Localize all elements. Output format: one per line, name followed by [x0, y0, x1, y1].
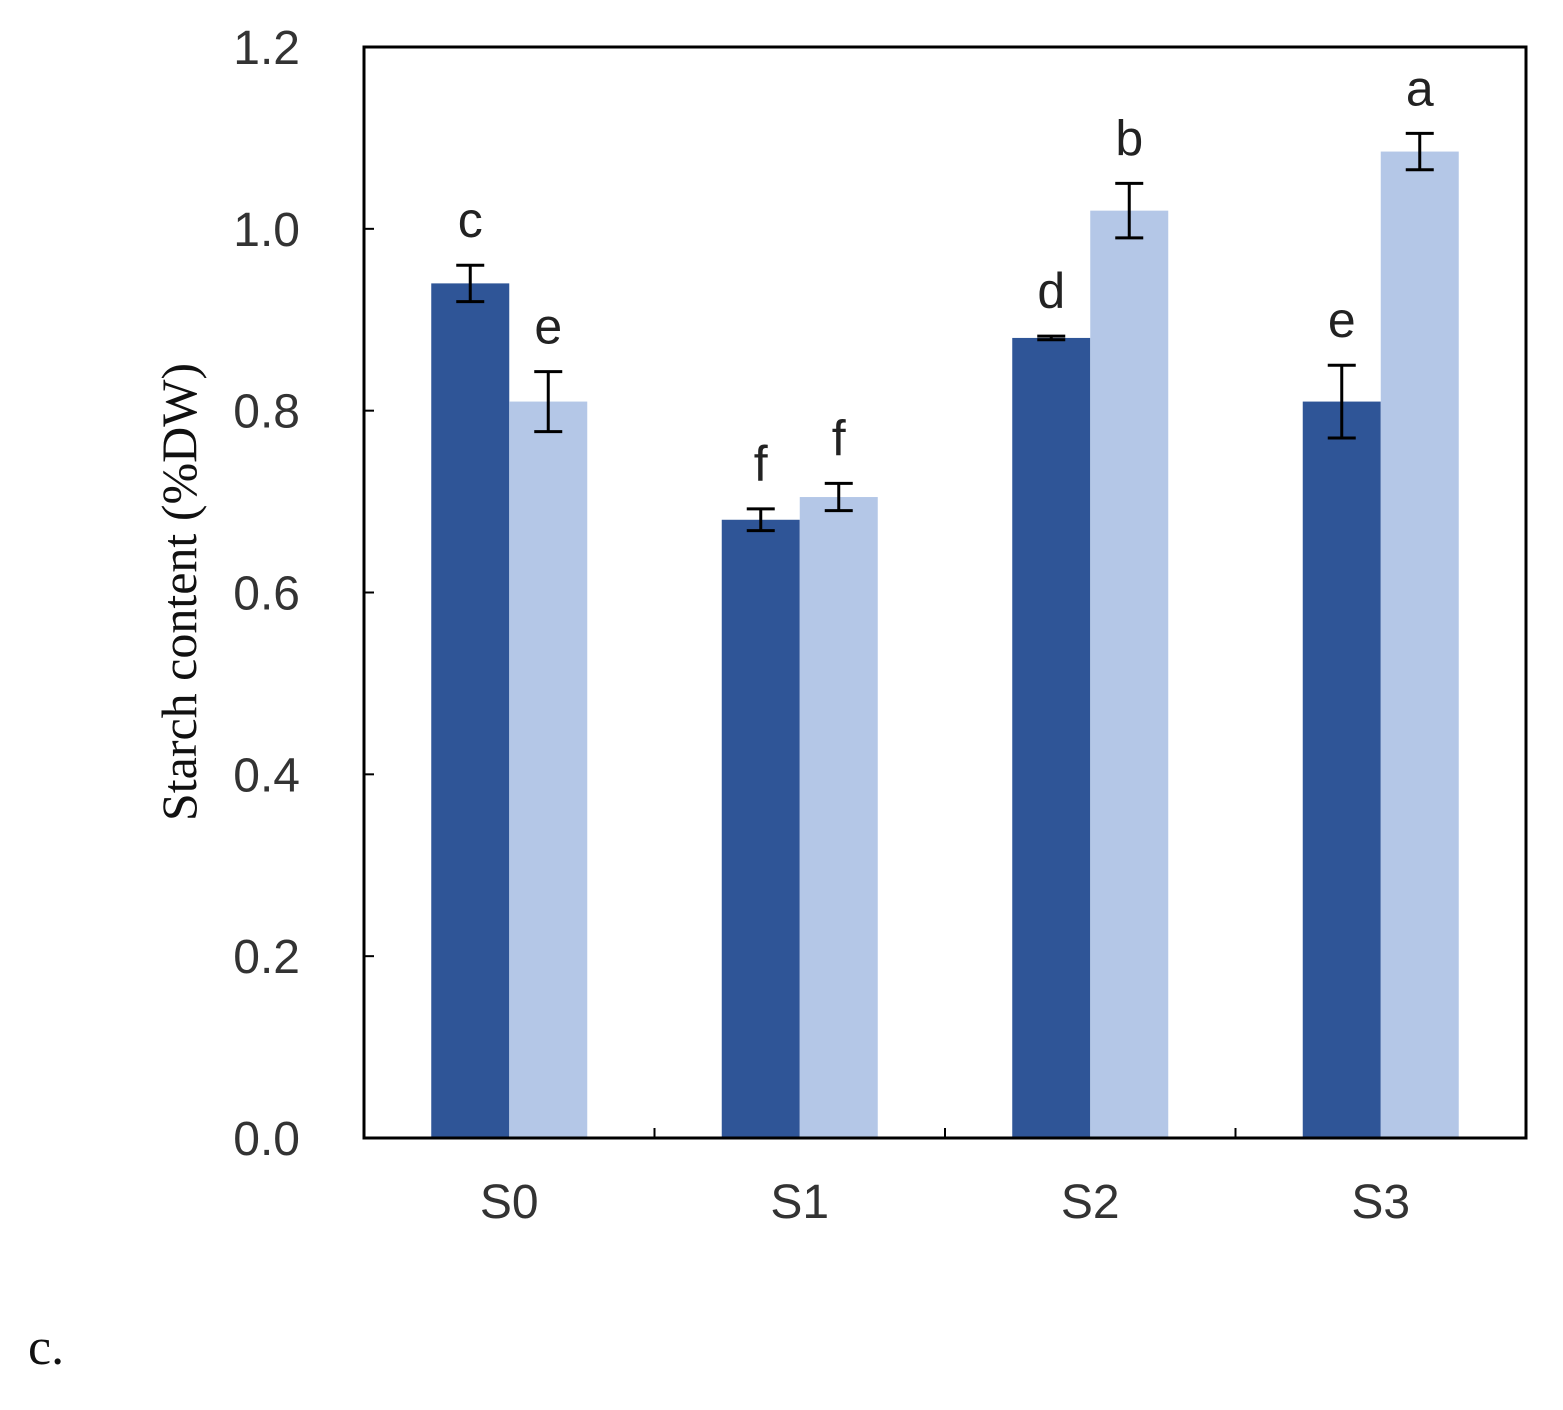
- significance-letters-layer: c f d e e f b a: [458, 60, 1434, 491]
- bar: [721, 519, 800, 1138]
- bar: [509, 401, 588, 1138]
- error-bars-layer: [456, 131, 1434, 533]
- bars-layer: [431, 151, 1459, 1139]
- y-tick-label: 0.6: [233, 568, 300, 621]
- x-tick-label: S2: [1061, 1176, 1120, 1229]
- panel-label: c.: [28, 1319, 65, 1376]
- significance-letter: c: [458, 192, 483, 248]
- bar: [1090, 210, 1169, 1138]
- y-tick-label: 1.0: [233, 204, 300, 257]
- y-axis-ticks: 0.0 0.2 0.4 0.6 0.8 1.0 1.2: [233, 22, 374, 1166]
- x-tick-label: S0: [480, 1176, 539, 1229]
- y-tick-label: 0.0: [233, 1113, 300, 1166]
- y-tick-label: 0.8: [233, 386, 300, 439]
- bar: [431, 283, 510, 1139]
- significance-letter: d: [1037, 263, 1065, 319]
- bar: [1012, 337, 1091, 1138]
- bar: [1380, 151, 1459, 1138]
- significance-letter: b: [1115, 110, 1143, 166]
- y-tick-label: 0.2: [233, 931, 300, 984]
- x-tick-label: S3: [1351, 1176, 1410, 1229]
- y-tick-label: 1.2: [233, 22, 300, 75]
- x-axis-ticks: S0 S1 S2 S3: [480, 1128, 1410, 1229]
- significance-letter: f: [832, 410, 846, 466]
- significance-letter: f: [754, 436, 768, 492]
- significance-letter: e: [534, 299, 562, 355]
- significance-letter: a: [1406, 60, 1434, 116]
- x-tick-label: S1: [770, 1176, 829, 1229]
- bar: [799, 497, 878, 1139]
- y-axis-label: Starch content (%DW): [151, 363, 207, 821]
- y-tick-label: 0.4: [233, 749, 300, 802]
- significance-letter: e: [1328, 292, 1356, 348]
- bar: [1302, 401, 1381, 1138]
